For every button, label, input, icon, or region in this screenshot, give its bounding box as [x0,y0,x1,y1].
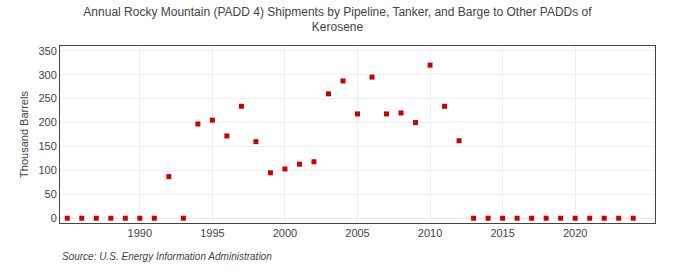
svg-text:2020: 2020 [563,227,587,239]
svg-text:2010: 2010 [418,227,442,239]
svg-text:350: 350 [38,45,56,57]
svg-text:300: 300 [38,69,56,81]
svg-text:2005: 2005 [345,227,369,239]
svg-text:1990: 1990 [128,227,152,239]
svg-text:250: 250 [38,92,56,104]
svg-text:0: 0 [51,212,57,224]
svg-text:Source: U.S. Energy Informatio: Source: U.S. Energy Information Administ… [62,251,272,262]
svg-text:50: 50 [45,188,57,200]
svg-text:1995: 1995 [200,227,224,239]
svg-text:2000: 2000 [273,227,297,239]
svg-text:150: 150 [38,140,56,152]
svg-text:100: 100 [38,164,56,176]
svg-text:Annual Rocky Mountain (PADD 4): Annual Rocky Mountain (PADD 4) Shipments… [83,5,592,35]
svg-text:200: 200 [38,116,56,128]
svg-text:Thousand Barrels: Thousand Barrels [18,91,30,178]
svg-text:2015: 2015 [490,227,514,239]
